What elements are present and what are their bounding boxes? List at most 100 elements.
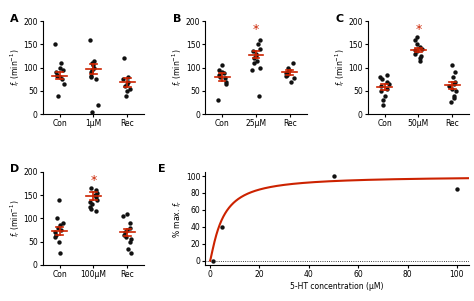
Point [450, 82, 458, 86]
Point [120, 232, 128, 237]
Point [93, 197, 101, 202]
Text: E: E [158, 164, 165, 174]
Point [124, 82, 131, 86]
Point [383, 79, 391, 84]
Point [93, 190, 100, 195]
Text: A: A [10, 14, 19, 23]
Point [413, 42, 421, 47]
Point [417, 56, 424, 61]
Point [54, 225, 62, 230]
Point [88, 67, 96, 72]
Point [448, 86, 456, 91]
Point [383, 86, 391, 91]
Point [411, 37, 419, 42]
Point [52, 42, 59, 47]
Point [87, 70, 94, 75]
Point [450, 93, 457, 98]
Point [378, 88, 385, 93]
Point [289, 61, 297, 65]
Point [251, 56, 258, 61]
Point [90, 65, 98, 70]
Point [86, 37, 94, 42]
Point [248, 67, 255, 72]
Text: D: D [10, 164, 19, 174]
Point [57, 65, 64, 70]
Point [418, 47, 426, 51]
Point [218, 70, 225, 75]
Point [411, 48, 419, 52]
Text: C: C [335, 14, 343, 23]
Point [58, 77, 65, 82]
Point [57, 228, 64, 232]
Point [123, 88, 131, 93]
Text: *: * [253, 23, 259, 36]
Point [52, 70, 60, 75]
Point [126, 239, 134, 244]
Point [56, 251, 64, 256]
Point [89, 63, 97, 68]
Text: *: * [415, 23, 421, 36]
Point [377, 84, 385, 88]
Point [52, 232, 60, 237]
Point [453, 186, 461, 191]
Point [451, 70, 458, 75]
Point [380, 102, 387, 107]
Point [124, 211, 131, 216]
Point [219, 225, 226, 229]
Point [411, 51, 419, 56]
Point [283, 73, 290, 78]
Point [249, 49, 257, 54]
Point [218, 63, 226, 68]
Point [417, 58, 424, 63]
Point [330, 174, 337, 178]
Point [127, 237, 135, 242]
Point [127, 251, 135, 256]
Point [416, 44, 423, 49]
Point [87, 207, 95, 212]
Point [53, 73, 60, 78]
Point [88, 61, 95, 65]
Point [92, 77, 100, 82]
Point [256, 65, 264, 70]
Point [119, 214, 127, 219]
Y-axis label: $f_r$ (min$^{-1}$): $f_r$ (min$^{-1}$) [171, 49, 184, 86]
Point [255, 42, 262, 47]
Point [284, 70, 292, 75]
Point [124, 79, 132, 84]
Point [222, 82, 230, 86]
Point [284, 65, 292, 70]
Text: *: * [91, 174, 97, 187]
Point [448, 63, 456, 68]
Point [55, 197, 63, 202]
X-axis label: 5-HT concentration (μM): 5-HT concentration (μM) [291, 281, 384, 290]
Point [449, 74, 456, 79]
Point [119, 77, 127, 82]
Point [56, 223, 64, 228]
Point [217, 74, 224, 79]
Point [55, 239, 63, 244]
Point [94, 102, 101, 107]
Point [447, 100, 455, 105]
Point [254, 58, 261, 63]
Point [451, 95, 458, 100]
Point [451, 79, 458, 84]
Point [417, 54, 425, 58]
Point [88, 109, 95, 114]
Point [282, 71, 290, 76]
Point [385, 82, 392, 86]
Point [290, 76, 297, 80]
Y-axis label: $f_r$ (min$^{-1}$): $f_r$ (min$^{-1}$) [8, 49, 22, 86]
Point [123, 228, 130, 232]
Point [59, 221, 67, 225]
Point [381, 93, 389, 98]
Point [285, 67, 292, 72]
Point [58, 61, 65, 65]
Point [120, 56, 128, 61]
Point [287, 79, 294, 84]
Point [255, 93, 263, 98]
Point [222, 79, 230, 84]
Point [53, 72, 60, 77]
Point [57, 74, 64, 79]
Point [52, 234, 59, 239]
Point [379, 98, 386, 103]
